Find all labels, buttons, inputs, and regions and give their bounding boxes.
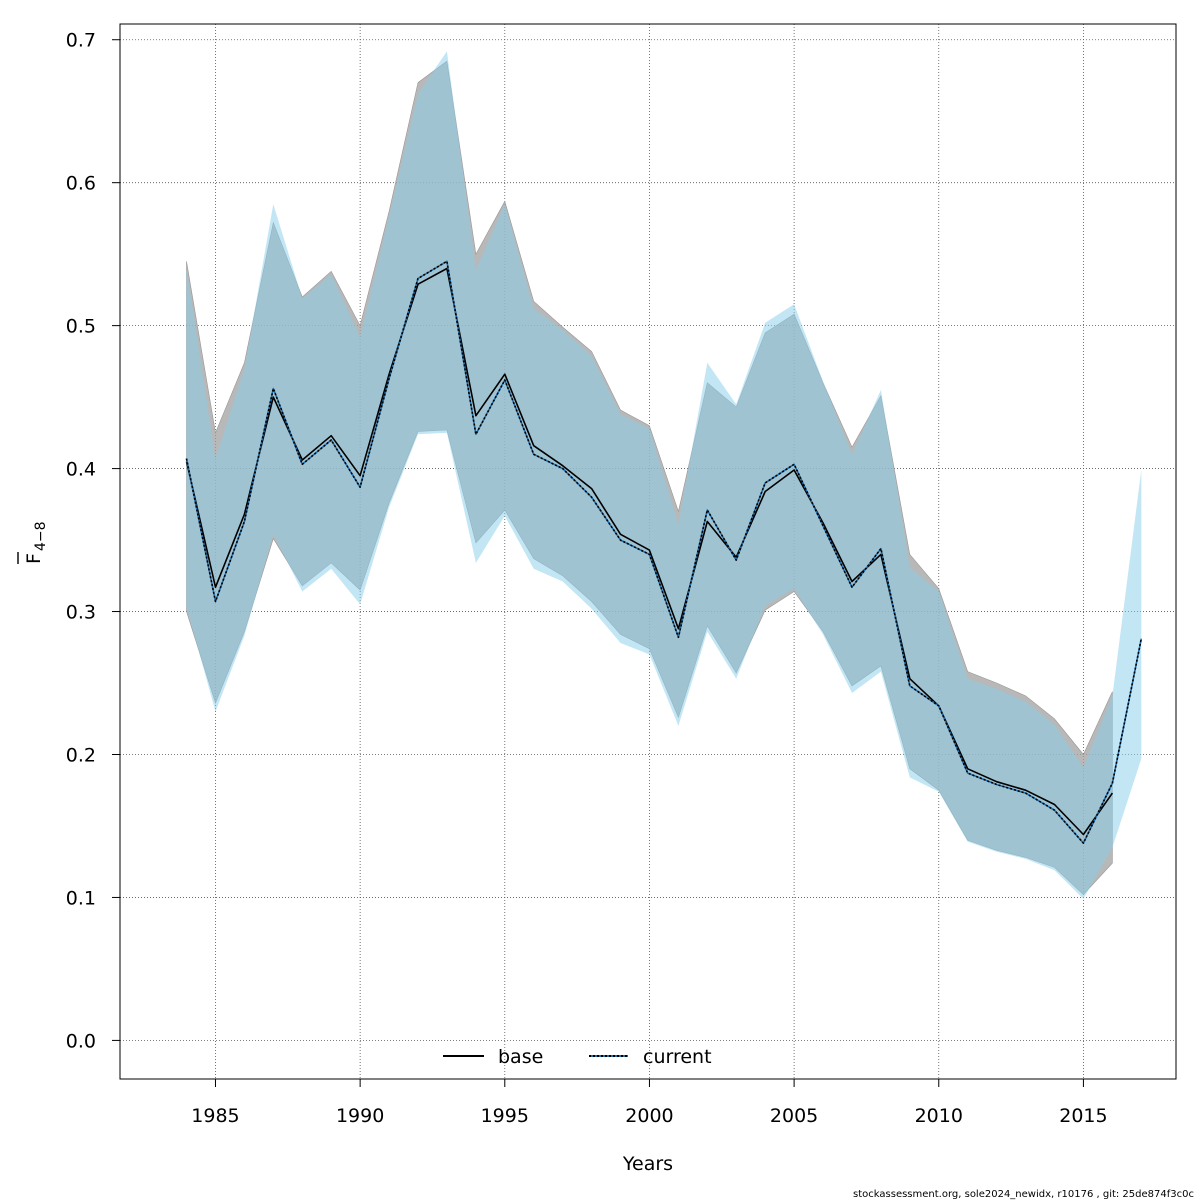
x-tick-label: 2000: [625, 1105, 673, 1127]
legend-current-label: current: [643, 1046, 712, 1068]
x-axis: 1985 1990 1995 2000 2005 2010 2015: [191, 1079, 1108, 1127]
x-tick-label: 2010: [915, 1105, 963, 1127]
y-tick-label: 0.7: [66, 30, 96, 52]
plot-frame: [119, 23, 1177, 1080]
y-tick-label: 0.3: [66, 602, 96, 624]
y-tick-label: 0.1: [66, 887, 96, 909]
y-axis-title-subscript: 4−8: [33, 521, 49, 551]
y-axis: 0.0 0.1 0.2 0.3 0.4 0.5 0.6 0.7: [66, 30, 120, 1052]
x-axis-title: Years: [622, 1153, 673, 1175]
y-tick-label: 0.6: [66, 173, 96, 195]
y-tick-label: 0.2: [66, 744, 96, 766]
footer-note: stockassessment.org, sole2024_newidx, r1…: [853, 1189, 1194, 1200]
y-axis-title-main: F: [23, 553, 45, 564]
y-axis-title: F 4−8: [17, 521, 49, 564]
legend: base current: [443, 1046, 712, 1068]
grid: [120, 24, 1176, 1079]
x-tick-label: 1995: [481, 1105, 529, 1127]
legend-base-label: base: [498, 1046, 543, 1068]
line-base: [185, 267, 1114, 836]
line-current: [185, 260, 1143, 844]
series-lines: [185, 260, 1143, 844]
y-tick-label: 0.0: [66, 1030, 96, 1052]
x-tick-label: 2015: [1059, 1105, 1107, 1127]
x-tick-label: 1990: [336, 1105, 384, 1127]
x-tick-label: 2005: [770, 1105, 818, 1127]
y-tick-label: 0.5: [66, 316, 96, 338]
band-current: [186, 51, 1142, 899]
confidence-bands: [186, 51, 1142, 899]
x-tick-label: 1985: [191, 1105, 239, 1127]
y-tick-label: 0.4: [66, 459, 96, 481]
